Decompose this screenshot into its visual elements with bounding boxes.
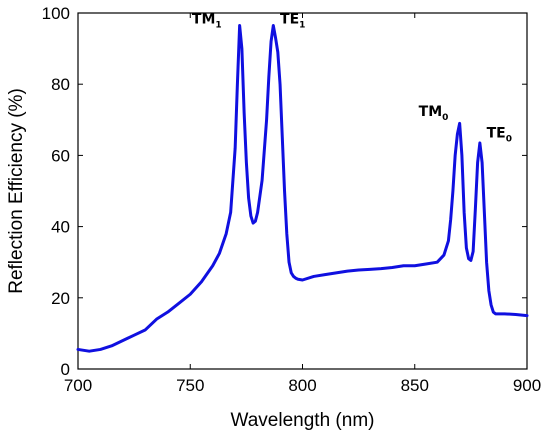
- x-axis-ticks: 700 750 800 850 900: [64, 13, 541, 395]
- y-tick-label: 40: [51, 218, 70, 237]
- y-tick-label: 80: [51, 75, 70, 94]
- peak-label: TE0: [487, 126, 512, 145]
- peak-label-subscript: 1: [299, 21, 305, 31]
- x-tick-label: 800: [288, 376, 316, 395]
- reflection-efficiency-series-line: [76, 23, 529, 353]
- plot-frame: [77, 12, 528, 370]
- y-tick-label: 20: [51, 289, 70, 308]
- series-layer: [76, 23, 529, 353]
- peak-label-main: TM: [192, 12, 215, 28]
- peak-label: TM1: [192, 12, 222, 31]
- x-tick-label: 850: [401, 376, 429, 395]
- peak-label-main: TE: [280, 12, 299, 28]
- x-tick-label: 700: [64, 376, 92, 395]
- peak-label-subscript: 0: [506, 135, 512, 145]
- peak-label-main: TM: [419, 104, 442, 120]
- x-tick-label: 900: [513, 376, 541, 395]
- x-tick-label: 750: [176, 376, 204, 395]
- peak-label-subscript: 1: [215, 21, 221, 31]
- x-axis-title: Wavelength (nm): [231, 410, 375, 431]
- peak-label: TM0: [419, 104, 449, 123]
- y-axis-title: Reflection Efficiency (%): [6, 88, 27, 294]
- peak-label: TE1: [280, 12, 305, 31]
- peak-label-main: TE: [487, 126, 506, 142]
- y-tick-label: 0: [61, 360, 70, 379]
- y-tick-label: 100: [42, 4, 70, 23]
- y-tick-label: 60: [51, 146, 70, 165]
- peak-label-subscript: 0: [442, 113, 448, 123]
